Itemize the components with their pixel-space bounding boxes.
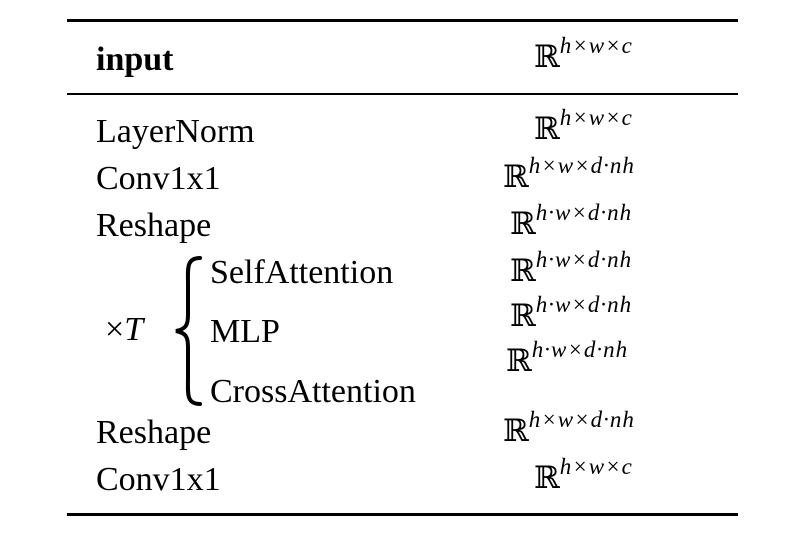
shape-exponent: h·w×d·nh [535, 200, 633, 225]
row-operation: Reshape [96, 207, 212, 244]
shape-exponent: h×w×c [559, 105, 633, 130]
real-set-symbol: ℝ [510, 298, 536, 334]
times-symbol: × [105, 311, 125, 348]
row-operation: LayerNorm [96, 113, 255, 150]
row-operation: Reshape [96, 414, 212, 451]
bottom-rule [67, 513, 738, 516]
row-shape: ℝh×w×d·nh [503, 154, 635, 195]
row-shape: ℝh·w×d·nh [510, 293, 632, 334]
row-operation: Conv1x1 [96, 461, 221, 498]
row-operation: SelfAttention [210, 254, 394, 291]
row-shape: ℝh·w×d·nh [506, 338, 628, 379]
repeat-variable: T [124, 311, 144, 348]
shape-exponent: h×w×d·nh [528, 407, 635, 432]
shape-exponent: h×w×c [559, 33, 633, 58]
left-brace-icon [175, 256, 202, 406]
row-shape: ℝh×w×c [534, 455, 633, 496]
shape-exponent: h·w×d·nh [535, 292, 633, 317]
row-shape: ℝh×w×c [534, 106, 633, 147]
row-operation: MLP [210, 313, 280, 350]
row-shape: ℝh·w×d·nh [510, 248, 632, 289]
real-set-symbol: ℝ [510, 206, 536, 242]
real-set-symbol: ℝ [503, 413, 529, 449]
top-rule [67, 19, 738, 22]
row-operation: CrossAttention [210, 373, 416, 410]
row-shape: ℝh·w×d·nh [510, 201, 632, 242]
shape-exponent: h×w×d·nh [528, 153, 635, 178]
row-operation: Conv1x1 [96, 160, 221, 197]
header-shape: ℝh×w×c [534, 34, 633, 75]
real-set-symbol: ℝ [534, 111, 560, 147]
shape-exponent: h×w×c [559, 454, 633, 479]
real-set-symbol: ℝ [503, 159, 529, 195]
real-set-symbol: ℝ [506, 343, 532, 379]
row-shape: ℝh×w×d·nh [503, 408, 635, 449]
real-set-symbol: ℝ [510, 253, 536, 289]
shape-exponent: h·w×d·nh [535, 247, 633, 272]
shape-exponent: h·w×d·nh [531, 337, 629, 362]
real-set-symbol: ℝ [534, 460, 560, 496]
real-set-symbol: ℝ [534, 39, 560, 75]
repeat-count: ×T [105, 313, 143, 347]
header-operation: input [96, 41, 174, 78]
header-rule [67, 93, 738, 95]
